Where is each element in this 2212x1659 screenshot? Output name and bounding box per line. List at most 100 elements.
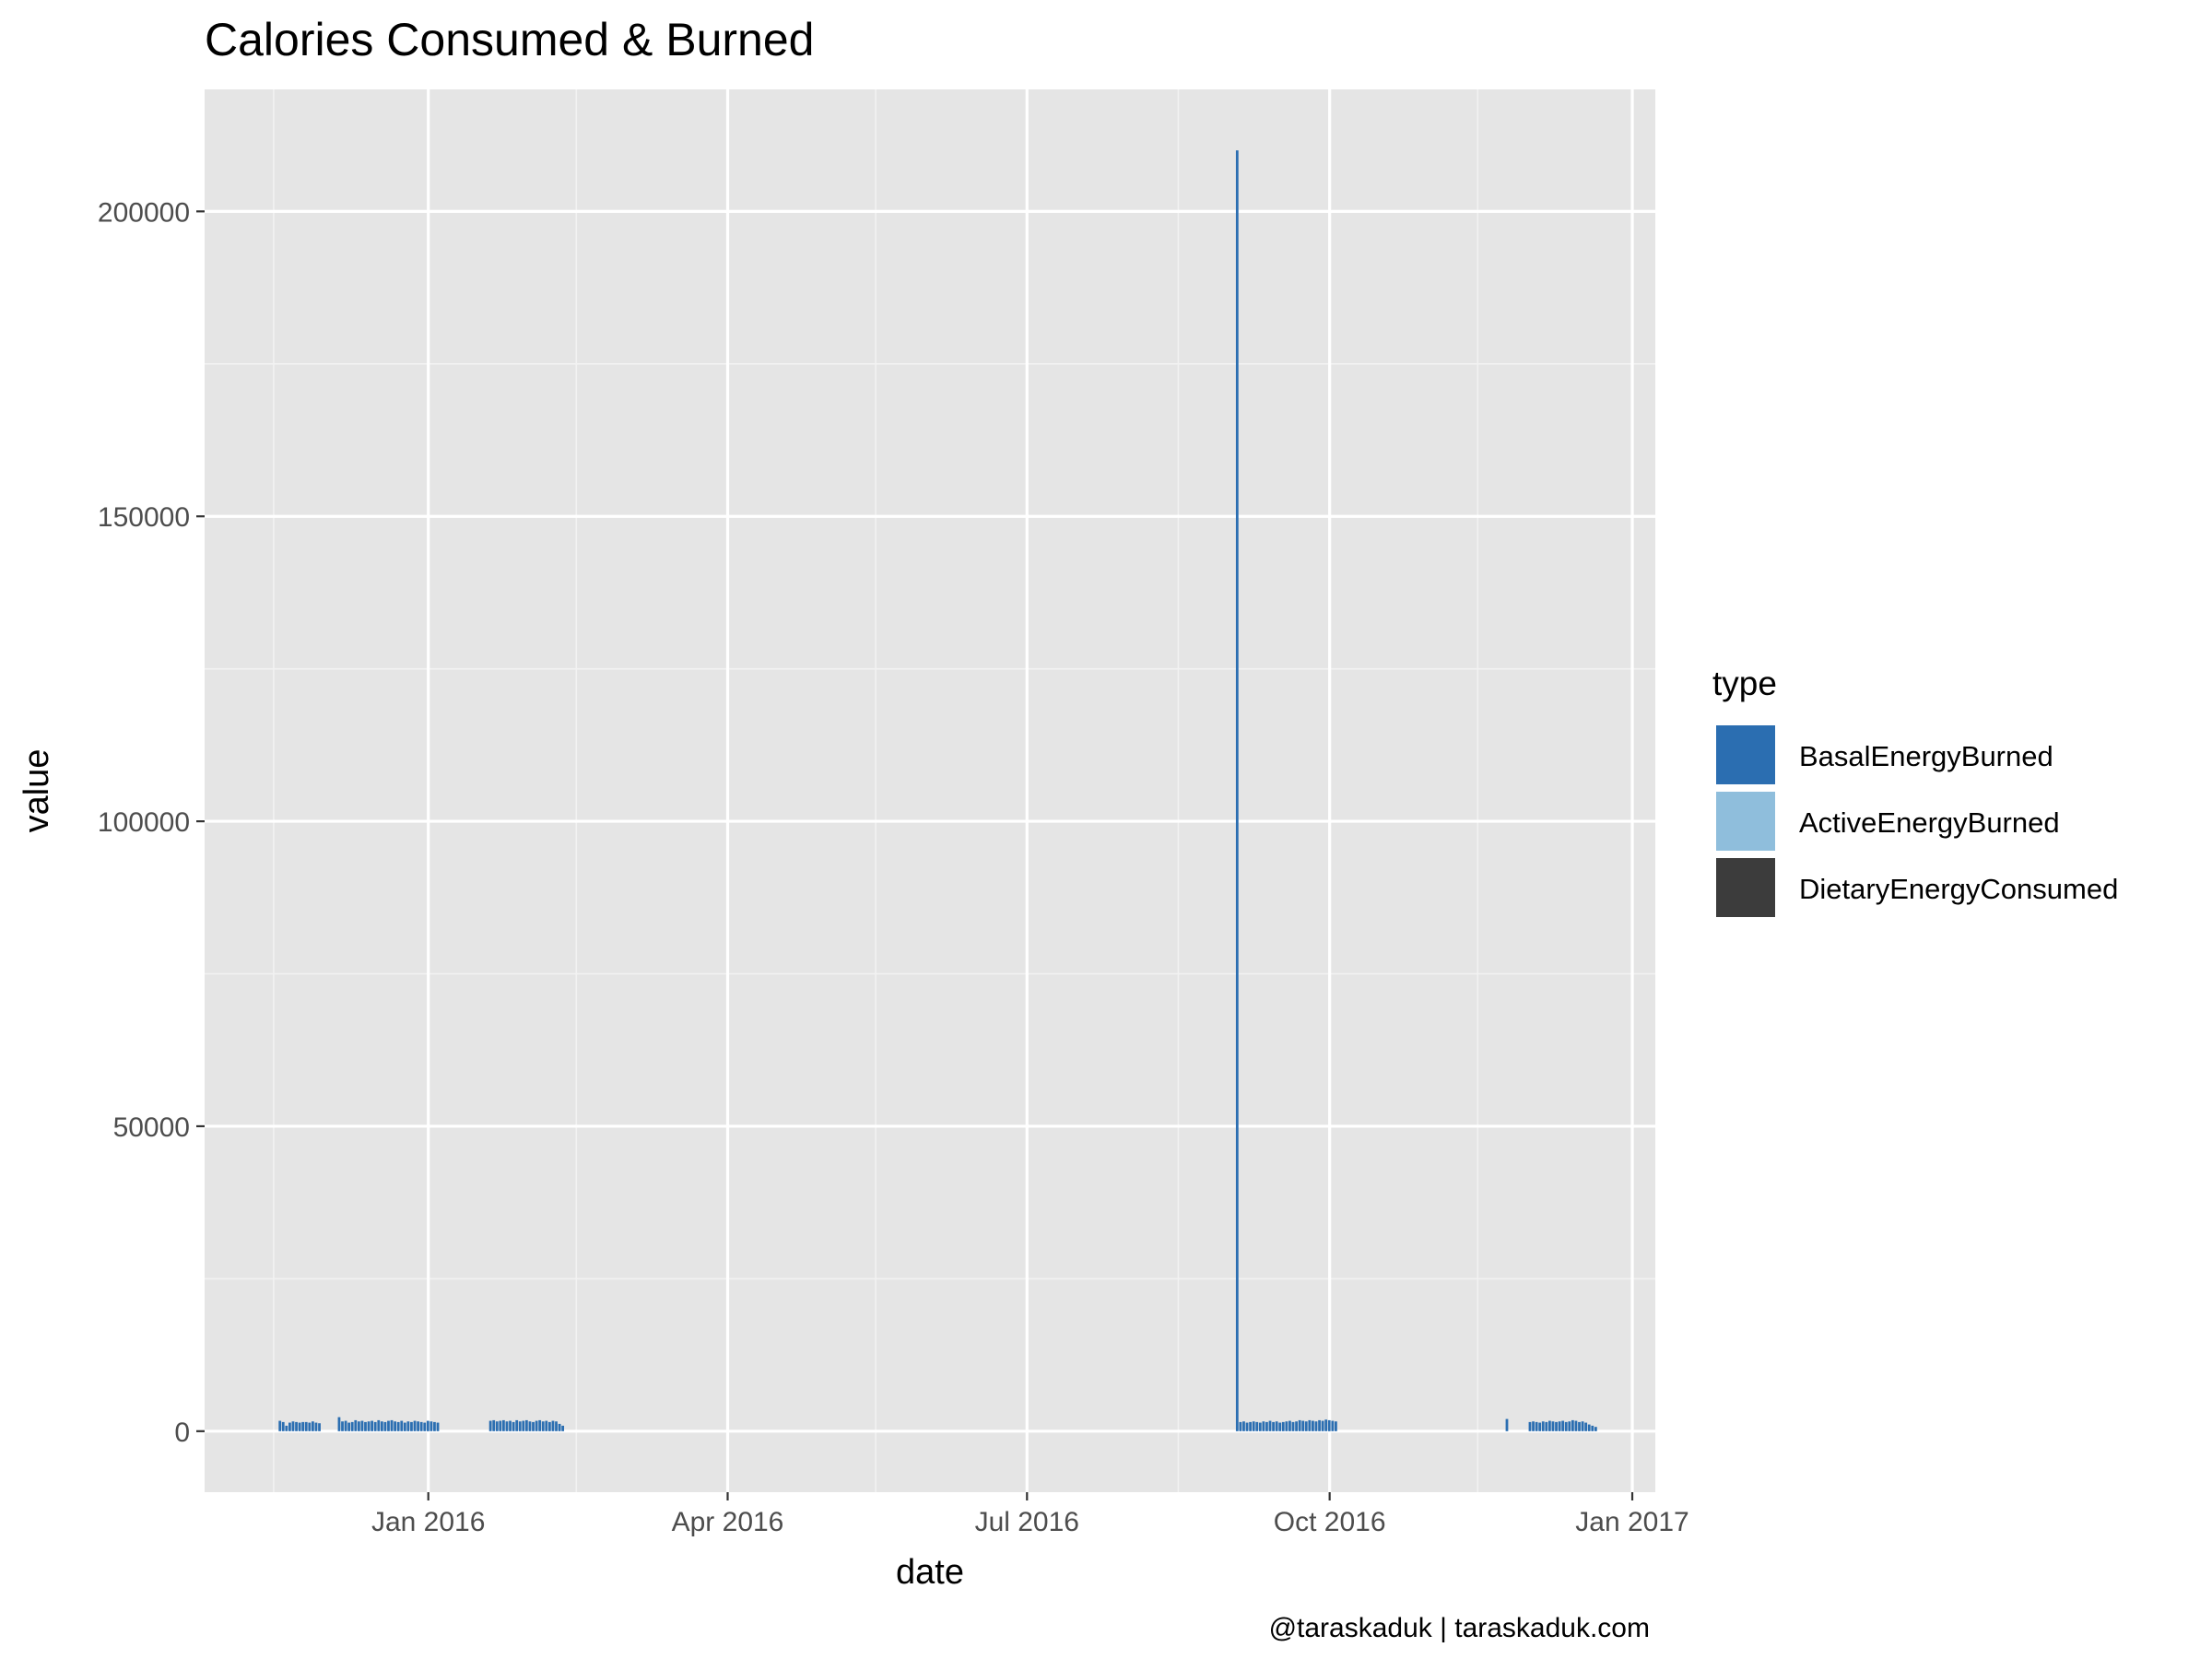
bar-basal-energy-burned: [1314, 1421, 1318, 1431]
bar-basal-energy-burned: [337, 1417, 341, 1431]
bar-basal-energy-burned: [528, 1421, 532, 1431]
bar-basal-energy-burned: [547, 1421, 551, 1431]
bar-basal-energy-burned: [354, 1419, 358, 1431]
bar-basal-energy-burned: [360, 1420, 364, 1431]
bar-basal-energy-burned: [1285, 1421, 1288, 1431]
x-tick-label: Jan 2017: [1575, 1507, 1688, 1537]
bar-basal-energy-burned: [295, 1421, 298, 1431]
bar-basal-energy-burned: [1272, 1421, 1275, 1431]
y-tick-label: 100000: [98, 807, 190, 838]
bar-basal-energy-burned: [561, 1425, 565, 1431]
bar-basal-energy-burned: [1258, 1422, 1262, 1431]
bar-basal-energy-burned: [1288, 1420, 1291, 1431]
bar-basal-energy-burned: [541, 1421, 545, 1431]
bar-basal-energy-burned: [357, 1421, 360, 1431]
bar-basal-energy-burned: [390, 1419, 394, 1431]
bar-basal-energy-burned: [505, 1421, 509, 1431]
bars-basal-energy-burned: [278, 150, 1597, 1431]
bar-basal-energy-burned: [1321, 1420, 1324, 1431]
y-tick-label: 150000: [98, 502, 190, 533]
bar-basal-energy-burned: [1245, 1422, 1249, 1431]
bar-basal-energy-burned: [1268, 1420, 1272, 1431]
bar-basal-energy-burned: [383, 1421, 387, 1431]
bar-basal-energy-burned: [545, 1420, 548, 1431]
bar-basal-energy-burned: [417, 1421, 419, 1431]
legend-key-basal: [1714, 724, 1777, 786]
bar-basal-energy-burned: [406, 1421, 410, 1431]
bar-basal-energy-burned: [1545, 1421, 1548, 1431]
bar-basal-energy-burned: [367, 1421, 371, 1431]
bar-basal-energy-burned: [423, 1422, 427, 1431]
bar-basal-energy-burned: [1538, 1422, 1542, 1431]
y-tick-label: 50000: [113, 1112, 190, 1143]
bar-basal-energy-burned: [515, 1419, 519, 1431]
bar-basal-energy-burned: [1262, 1421, 1265, 1431]
bar-basal-energy-burned: [1335, 1421, 1337, 1431]
bar-basal-energy-burned: [1541, 1421, 1545, 1431]
bar-basal-energy-burned: [1558, 1421, 1561, 1431]
bar-basal-energy-burned: [318, 1423, 321, 1431]
bar-basal-energy-burned: [436, 1422, 440, 1431]
x-tick-label: Oct 2016: [1274, 1507, 1386, 1537]
x-axis: Jan 2016 Apr 2016 Jul 2016 Oct 2016 Jan 2017: [371, 1492, 1689, 1537]
legend-label-basal: BasalEnergyBurned: [1799, 740, 2053, 772]
bar-basal-energy-burned: [1571, 1419, 1574, 1431]
bar-basal-energy-burned: [1331, 1420, 1335, 1431]
bar-basal-energy-burned: [1324, 1419, 1328, 1431]
bar-basal-energy-burned: [1318, 1419, 1321, 1431]
bar-basal-energy-burned: [400, 1420, 404, 1431]
bar-basal-energy-burned: [312, 1421, 314, 1431]
bar-basal-energy-burned: [364, 1421, 367, 1431]
x-tick-label: Jan 2016: [371, 1507, 485, 1537]
bar-basal-energy-burned: [492, 1419, 496, 1431]
bar-basal-energy-burned: [1308, 1419, 1312, 1431]
bar-basal-energy-burned: [532, 1421, 535, 1431]
bar-basal-energy-burned: [1548, 1420, 1551, 1431]
bar-basal-energy-burned: [509, 1420, 512, 1431]
y-axis-title: value: [18, 749, 56, 833]
bar-basal-energy-burned: [394, 1421, 397, 1431]
bar-basal-energy-burned: [558, 1423, 561, 1431]
bar-basal-energy-burned: [1298, 1419, 1301, 1431]
bar-basal-energy-burned: [1551, 1421, 1555, 1431]
bar-basal-energy-burned: [403, 1422, 406, 1431]
bar-basal-energy-burned: [1591, 1425, 1594, 1431]
grid-minor: [205, 89, 1655, 1492]
bar-basal-energy-burned: [538, 1419, 542, 1431]
bar-basal-energy-burned: [1594, 1427, 1597, 1431]
bar-basal-energy-burned: [377, 1419, 381, 1431]
bar-basal-energy-burned: [433, 1421, 436, 1431]
bar-basal-energy-burned: [495, 1421, 499, 1431]
bar-basal-energy-burned: [278, 1420, 282, 1431]
bar-basal-energy-burned: [1574, 1420, 1578, 1431]
bar-basal-energy-burned: [291, 1421, 295, 1431]
bar-basal-energy-burned: [1235, 150, 1239, 1431]
bar-basal-energy-burned: [502, 1419, 505, 1431]
bar-basal-energy-burned: [1561, 1420, 1565, 1431]
bar-basal-energy-burned: [314, 1422, 318, 1431]
bar-basal-energy-burned: [429, 1421, 433, 1431]
bar-basal-energy-burned: [344, 1420, 347, 1431]
bar-basal-energy-burned: [1568, 1421, 1571, 1431]
plot-panel: [205, 89, 1655, 1492]
bar-basal-energy-burned: [1249, 1421, 1252, 1431]
bar-basal-energy-burned: [518, 1421, 522, 1431]
bar-basal-energy-burned: [373, 1421, 377, 1431]
bar-basal-energy-burned: [1278, 1422, 1282, 1431]
bar-basal-energy-burned: [535, 1420, 538, 1431]
x-axis-title: date: [896, 1553, 964, 1592]
bar-basal-energy-burned: [413, 1420, 417, 1431]
legend-key-active: [1714, 790, 1777, 853]
chart-title: Calories Consumed & Burned: [205, 14, 814, 65]
bar-basal-energy-burned: [1312, 1420, 1314, 1431]
bar-basal-energy-burned: [281, 1421, 285, 1431]
bar-basal-energy-burned: [1275, 1421, 1278, 1431]
bar-basal-energy-burned: [555, 1421, 558, 1431]
grid-major: [205, 89, 1655, 1492]
bar-basal-energy-burned: [341, 1421, 344, 1431]
bar-basal-energy-burned: [1242, 1421, 1245, 1431]
bar-basal-energy-burned: [396, 1421, 400, 1431]
bar-basal-energy-burned: [1528, 1421, 1532, 1431]
bar-basal-energy-burned: [1578, 1421, 1581, 1431]
